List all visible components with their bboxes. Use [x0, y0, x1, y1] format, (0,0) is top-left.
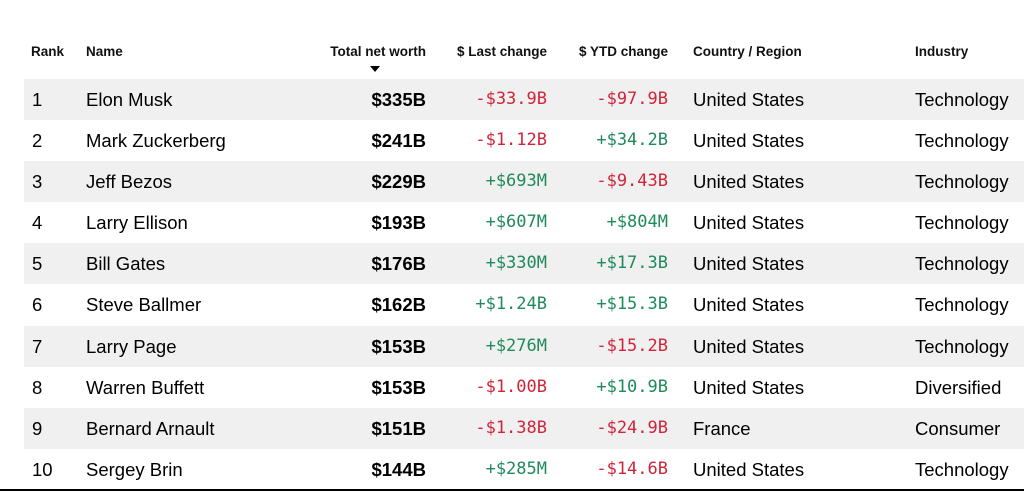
rank-cell: 4 — [32, 212, 43, 234]
table-row[interactable]: 6 Steve Ballmer $162B +$1.24B +$15.3B United … — [24, 284, 1024, 325]
net-worth-cell: $193B — [371, 212, 426, 234]
sort-descending-icon[interactable] — [370, 66, 380, 72]
country-cell: United States — [693, 376, 805, 398]
net-worth-cell: $176B — [371, 253, 426, 275]
ytd-change-cell: -$9.43B — [596, 171, 668, 192]
net-worth-cell: $162B — [371, 294, 426, 316]
net-worth-cell: $151B — [371, 417, 426, 439]
ytd-change-cell: -$15.2B — [596, 335, 668, 356]
rank-cell: 8 — [32, 376, 43, 398]
name-cell[interactable]: Larry Page — [86, 335, 177, 357]
country-cell: France — [693, 417, 751, 439]
ytd-change-cell: -$97.9B — [596, 89, 668, 109]
header-ytd-change[interactable]: $ YTD change — [578, 44, 668, 59]
name-cell[interactable]: Mark Zuckerberg — [86, 130, 226, 152]
table-row[interactable]: 8 Warren Buffett $153B -$1.00B +$10.9B United… — [24, 367, 1024, 408]
industry-cell: Technology — [915, 89, 1009, 110]
rank-cell: 7 — [32, 335, 43, 357]
name-cell[interactable]: Steve Ballmer — [86, 294, 202, 316]
ytd-change-cell: -$14.6B — [596, 458, 668, 479]
country-cell: United States — [693, 171, 805, 193]
name-cell[interactable]: Larry Ellison — [86, 212, 188, 234]
last-change-cell: +$693M — [485, 171, 547, 192]
last-change-cell: +$285M — [485, 458, 547, 479]
rank-cell: 2 — [32, 130, 43, 152]
table-row[interactable]: 2 Mark Zuckerberg $241B -$1.12B +$34.2B Unite… — [24, 120, 1024, 161]
industry-cell: Technology — [915, 130, 1009, 152]
net-worth-cell: $153B — [371, 335, 426, 357]
industry-cell: Technology — [915, 294, 1009, 316]
table-row[interactable]: 4 Larry Ellison $193B +$607M +$804M United St… — [24, 202, 1024, 243]
name-cell[interactable]: Sergey Brin — [86, 458, 183, 480]
last-change-cell: -$33.9B — [475, 89, 547, 109]
country-cell: United States — [693, 335, 805, 357]
ytd-change-cell: +$15.3B — [596, 294, 668, 315]
ytd-change-cell: -$24.9B — [596, 417, 668, 438]
header-industry[interactable]: Industry — [915, 44, 969, 59]
last-change-cell: +$1.24B — [475, 294, 547, 315]
country-cell: United States — [693, 294, 805, 316]
last-change-cell: +$607M — [485, 212, 547, 233]
name-cell[interactable]: Bill Gates — [86, 253, 166, 275]
header-rank[interactable]: Rank — [31, 44, 65, 59]
table-body: 1 Elon Musk $335B -$33.9B -$97.9B United Stat… — [24, 79, 1024, 490]
rank-cell: 3 — [32, 171, 43, 193]
country-cell: United States — [693, 89, 805, 110]
rank-cell: 1 — [32, 89, 43, 110]
industry-cell: Diversified — [915, 376, 1002, 398]
country-cell: United States — [693, 458, 805, 480]
header-last-change[interactable]: $ Last change — [456, 44, 547, 59]
industry-cell: Technology — [915, 212, 1009, 234]
industry-cell: Technology — [915, 171, 1009, 193]
ytd-change-cell: +$804M — [606, 212, 668, 233]
net-worth-cell: $144B — [371, 458, 426, 480]
net-worth-cell: $241B — [371, 130, 426, 152]
billionaires-table: Rank Name Total net worth $ Last change … — [24, 0, 1024, 490]
last-change-cell: -$1.12B — [475, 130, 547, 151]
name-cell[interactable]: Warren Buffett — [86, 376, 205, 398]
country-cell: United States — [693, 253, 805, 275]
header-name[interactable]: Name — [86, 44, 123, 59]
table-row[interactable]: 1 Elon Musk $335B -$33.9B -$97.9B United Stat… — [24, 79, 1024, 121]
ytd-change-cell: +$17.3B — [596, 253, 668, 274]
ytd-change-cell: +$10.9B — [596, 376, 668, 397]
last-change-cell: -$1.00B — [475, 376, 547, 397]
ytd-change-cell: +$34.2B — [596, 130, 668, 151]
industry-cell: Technology — [915, 253, 1009, 275]
last-change-cell: -$1.38B — [475, 417, 547, 438]
name-cell[interactable]: Jeff Bezos — [86, 171, 173, 193]
industry-cell: Consumer — [915, 417, 1001, 439]
net-worth-cell: $229B — [371, 171, 426, 193]
last-change-cell: +$330M — [485, 253, 547, 274]
industry-cell: Technology — [915, 458, 1009, 480]
net-worth-cell: $153B — [371, 376, 426, 398]
table-row[interactable]: 3 Jeff Bezos $229B +$693M -$9.43B United Stat… — [24, 161, 1024, 203]
header-net-worth[interactable]: Total net worth — [330, 44, 426, 59]
industry-cell: Technology — [915, 335, 1009, 357]
table-bottom-rule — [0, 489, 1024, 491]
table-row[interactable]: 10 Sergey Brin $144B +$285M -$14.6B United St… — [24, 449, 1024, 490]
rank-cell: 5 — [32, 253, 43, 275]
rank-cell: 10 — [32, 458, 53, 480]
country-cell: United States — [693, 130, 805, 152]
table-header: Rank Name Total net worth $ Last change … — [24, 0, 1024, 79]
header-country[interactable]: Country / Region — [693, 44, 802, 59]
name-cell[interactable]: Elon Musk — [86, 89, 173, 110]
net-worth-cell: $335B — [371, 89, 426, 110]
table-row[interactable]: 5 Bill Gates $176B +$330M +$17.3B United Stat… — [24, 243, 1024, 285]
rank-cell: 9 — [32, 417, 43, 439]
rank-cell: 6 — [32, 294, 43, 316]
table-row[interactable]: 7 Larry Page $153B +$276M -$15.2B United Stat… — [24, 325, 1024, 367]
name-cell[interactable]: Bernard Arnault — [86, 417, 215, 439]
last-change-cell: +$276M — [485, 335, 547, 356]
country-cell: United States — [693, 212, 805, 234]
table-row[interactable]: 9 Bernard Arnault $151B -$1.38B -$24.9B Franc… — [24, 407, 1024, 449]
